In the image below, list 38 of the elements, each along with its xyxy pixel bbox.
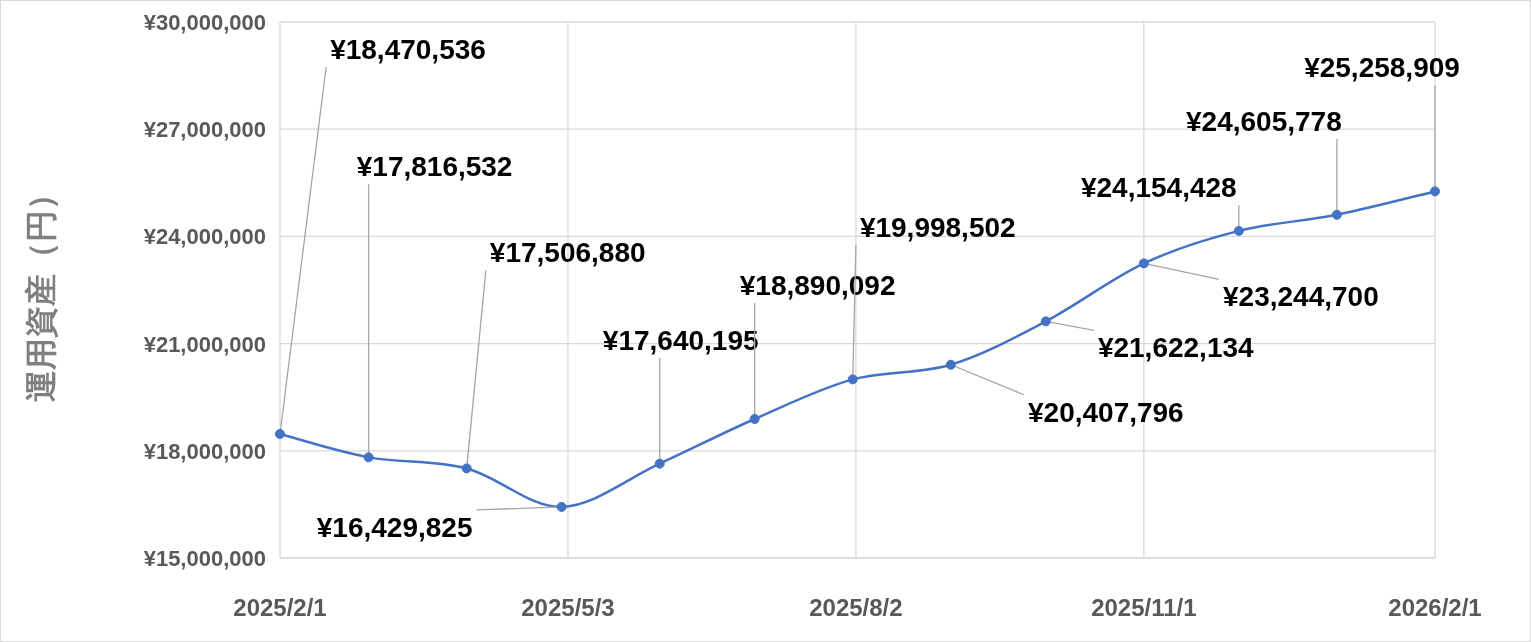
x-tick-label: 2025/8/2	[809, 594, 903, 621]
y-tick-label: ¥24,000,000	[143, 224, 266, 250]
point	[363, 452, 374, 463]
data-label: ¥24,605,778	[1186, 105, 1342, 137]
point	[654, 458, 665, 469]
point	[1331, 209, 1342, 220]
point	[1430, 186, 1440, 197]
point	[1040, 316, 1051, 327]
y-tick-label: ¥30,000,000	[143, 10, 266, 35]
data-label: ¥18,470,536	[330, 33, 486, 65]
y-axis-title: 運用資産（円）	[23, 178, 59, 402]
point	[847, 374, 858, 385]
data-label: ¥17,506,880	[489, 237, 646, 269]
point	[749, 413, 760, 424]
data-label: ¥17,816,532	[356, 151, 513, 183]
x-tick-label: 2025/2/1	[233, 594, 327, 621]
data-label: ¥24,154,428	[1080, 171, 1237, 203]
point	[275, 428, 285, 439]
y-tick-label: ¥18,000,000	[143, 438, 266, 464]
point	[945, 359, 956, 370]
x-tick-label: 2025/11/1	[1091, 594, 1197, 621]
point	[1233, 225, 1244, 236]
y-tick-label: ¥27,000,000	[143, 117, 266, 143]
data-label: ¥20,407,796	[1027, 396, 1184, 428]
point	[556, 501, 567, 512]
data-label: ¥23,244,700	[1223, 281, 1379, 313]
y-tick-label: ¥21,000,000	[143, 331, 266, 357]
point	[1138, 258, 1149, 269]
data-label: ¥18,890,092	[739, 269, 896, 301]
point	[461, 463, 472, 474]
data-label: ¥16,429,825	[316, 511, 473, 543]
data-label: ¥19,998,502	[859, 212, 1016, 244]
data-label: ¥21,622,134	[1097, 332, 1255, 364]
x-tick-label: 2025/5/3	[521, 594, 615, 621]
y-tick-label: ¥15,000,000	[143, 546, 266, 571]
data-label: ¥25,258,909	[1304, 52, 1460, 84]
x-tick-label: 2026/2/1	[1388, 594, 1482, 621]
data-label: ¥17,640,195	[602, 324, 759, 356]
